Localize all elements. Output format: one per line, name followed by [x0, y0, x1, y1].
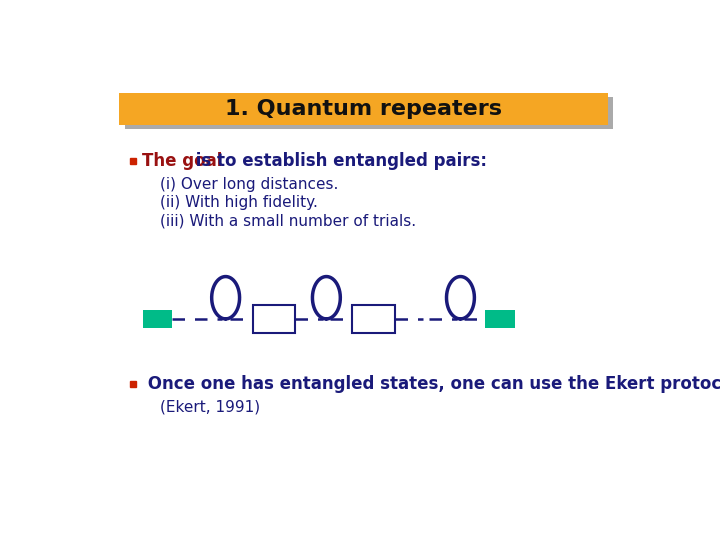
Text: The goal: The goal — [142, 152, 222, 170]
Text: Once one has entangled states, one can use the Ekert protocol for secret commu: Once one has entangled states, one can u… — [142, 375, 720, 393]
Bar — [125, 97, 613, 130]
Bar — [352, 305, 395, 333]
Text: (Ekert, 1991): (Ekert, 1991) — [160, 400, 260, 415]
Bar — [120, 92, 608, 125]
Text: (iii) With a small number of trials.: (iii) With a small number of trials. — [160, 214, 416, 228]
Text: (i) Over long distances.: (i) Over long distances. — [160, 177, 338, 192]
Text: 1. Quantum repeaters: 1. Quantum repeaters — [225, 99, 502, 119]
Bar — [253, 305, 295, 333]
Text: is to establish entangled pairs:: is to establish entangled pairs: — [190, 152, 487, 170]
Text: (ii) With high fidelity.: (ii) With high fidelity. — [160, 195, 318, 210]
Bar — [485, 309, 515, 328]
Bar — [143, 309, 172, 328]
